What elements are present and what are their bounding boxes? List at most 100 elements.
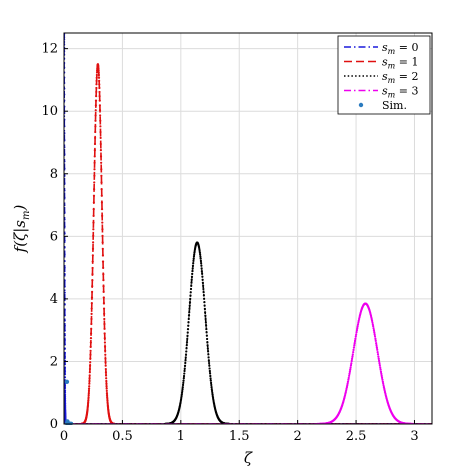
series-point: [205, 324, 208, 327]
y-tick-label: 6: [50, 229, 58, 244]
series-point: [376, 353, 380, 356]
series-point: [98, 109, 102, 112]
series-point: [64, 399, 67, 402]
x-tick-label: 0: [60, 429, 68, 444]
series-point: [95, 73, 98, 77]
series-point: [190, 281, 193, 284]
series-point: [349, 364, 353, 367]
series-point: [372, 329, 376, 332]
series-point: [181, 387, 184, 391]
series-point: [101, 221, 104, 224]
series-point: [380, 372, 383, 375]
series-point: [357, 321, 360, 324]
series-point: [352, 346, 356, 349]
series-point: [378, 364, 381, 367]
y-tick-label: 8: [50, 167, 58, 182]
series-point: [210, 389, 214, 393]
series-point: [90, 302, 93, 305]
series-point: [188, 301, 192, 304]
series-point: [93, 142, 97, 146]
series-point: [64, 393, 67, 396]
series-point: [189, 294, 192, 297]
series-point: [189, 291, 192, 294]
series-point: [356, 325, 359, 328]
series-point: [377, 357, 380, 360]
series-point: [100, 187, 103, 191]
series-point: [348, 374, 351, 377]
series-point: [100, 208, 104, 211]
series-line-3: [64, 302, 432, 424]
series-point: [184, 359, 187, 362]
series-point: [187, 321, 190, 324]
series-point: [104, 364, 107, 367]
series-point: [89, 353, 92, 356]
series-point: [99, 142, 102, 146]
series-point: [192, 257, 195, 260]
series-point: [346, 382, 349, 385]
series-point: [209, 381, 213, 384]
series-point: [185, 344, 188, 347]
series-point: [370, 317, 373, 321]
series-point: [356, 327, 359, 330]
x-tick-label: 1: [177, 429, 185, 444]
series-point: [354, 335, 357, 338]
series-point: [91, 272, 94, 276]
series-point: [351, 353, 354, 356]
series-point: [90, 327, 93, 330]
series-point: [355, 331, 358, 334]
series-point: [104, 349, 107, 352]
series-point: [92, 234, 95, 237]
series-point: [102, 279, 105, 282]
series-point: [102, 290, 105, 293]
series-point: [64, 384, 67, 387]
series-point: [180, 396, 183, 400]
series-point: [352, 350, 355, 354]
series-point: [90, 312, 93, 315]
series-point: [89, 357, 92, 360]
series-point: [87, 399, 90, 402]
series-point: [95, 86, 98, 90]
series-point: [64, 400, 67, 404]
axis-ticks: 0 0.5 1 1.5 2 2.5 3 0 2 4 6 8 10 12: [41, 42, 418, 444]
series-point: [353, 344, 356, 347]
series-point: [91, 247, 95, 251]
series-point: [204, 317, 207, 321]
series-point: [200, 262, 203, 265]
series-point: [348, 370, 351, 373]
series-point: [88, 371, 91, 374]
series-point: [104, 361, 107, 364]
series-point: [353, 342, 356, 345]
series-point: [101, 247, 104, 251]
series-point: [206, 344, 209, 347]
series-point: [376, 350, 379, 354]
series-point: [88, 374, 91, 377]
series-point: [382, 386, 386, 389]
series-point: [200, 264, 203, 267]
series-point: [94, 130, 97, 134]
series-point: [103, 322, 106, 326]
series-point: [94, 136, 97, 140]
series-point: [100, 174, 103, 177]
series-point: [201, 278, 204, 281]
series-point: [91, 266, 94, 270]
series-point: [64, 369, 67, 373]
series-point: [370, 316, 373, 319]
series-point: [183, 367, 186, 370]
series-point: [372, 325, 375, 328]
series-point: [190, 284, 193, 287]
series-point: [106, 397, 109, 401]
legend-label-3: sm = 3: [382, 85, 418, 100]
series-point: [105, 377, 108, 380]
series-point: [191, 272, 194, 275]
series-point: [95, 90, 98, 94]
series-point: [206, 347, 209, 350]
legend-label-0: sm = 0: [382, 41, 418, 56]
series-point: [94, 99, 98, 102]
series-point: [64, 391, 67, 394]
series-point: [88, 367, 92, 371]
series-point: [104, 353, 107, 356]
x-tick-label: 2.5: [346, 429, 367, 444]
series-point: [346, 380, 350, 383]
y-tick-label: 0: [50, 417, 58, 432]
